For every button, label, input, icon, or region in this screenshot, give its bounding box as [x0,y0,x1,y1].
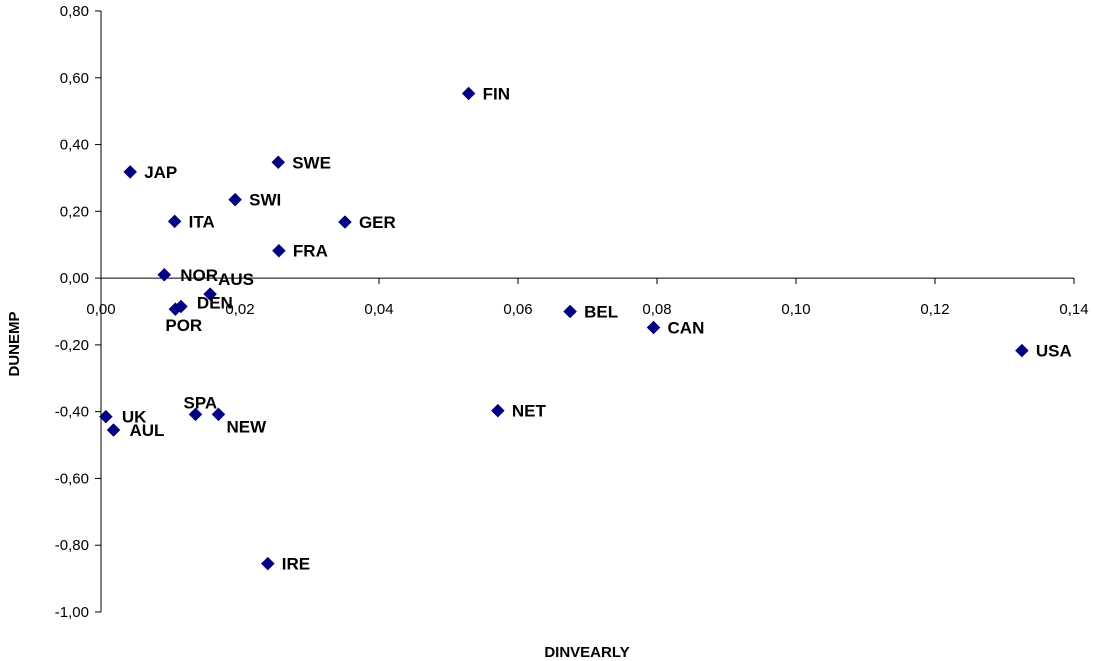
data-label: CAN [668,319,705,338]
data-label: AUS [218,270,254,289]
data-label: SPA [184,393,218,412]
data-point [167,214,182,229]
data-point [260,556,275,571]
data-point [188,407,203,422]
data-label: FRA [293,242,328,261]
x-tick-label: 0,00 [86,301,115,318]
data-label: NEW [226,417,267,436]
tick-labels: -1,00 -0,80 -0,60 -0,40 -0,20 0,00 0,20 0,40 0,6… [55,3,1089,621]
data-point [461,86,476,101]
x-tick-label: 0,06 [503,301,532,318]
data-points [99,86,1029,571]
y-tick-label: 0,60 [60,70,89,87]
y-tick-label: -0,20 [55,337,89,354]
data-label: FIN [483,84,510,103]
y-tick-label: -1,00 [55,604,89,621]
data-point [490,403,505,418]
data-label: USA [1036,342,1072,361]
data-label: ITA [189,212,215,231]
data-label: AUL [130,421,165,440]
axes [95,10,1075,613]
y-tick-label: -0,40 [55,404,89,421]
data-label: NOR [180,266,218,285]
data-label: JAP [144,163,177,182]
y-tick-label: 0,80 [60,3,89,20]
data-point [157,267,172,282]
y-axis-title: DUNEMP [6,311,23,376]
data-label: POR [165,316,202,335]
x-tick-label: 0,02 [225,301,254,318]
data-point [203,287,217,301]
data-label: SWI [249,191,281,210]
y-tick-label: -0,60 [55,470,89,487]
data-label: GER [359,213,396,232]
data-point [228,192,242,207]
data-label: BEL [584,303,618,322]
y-tick-label: 0,40 [60,137,89,154]
x-tick-label: 0,04 [364,301,393,318]
data-point [123,165,138,179]
x-tick-label: 0,12 [920,301,949,318]
data-point [271,155,286,170]
x-tick-label: 0,14 [1059,301,1088,318]
x-tick-label: 0,10 [781,301,810,318]
data-point [211,407,226,422]
x-axis-title: DINVEARLY [544,644,629,661]
data-point [563,304,577,319]
data-label: NET [512,402,547,421]
y-tick-label: 0,00 [60,270,89,287]
data-label: UK [122,408,147,427]
data-point [99,409,113,424]
data-label: IRE [282,555,310,574]
data-point [1015,343,1029,358]
data-point [106,423,121,437]
data-label: DEN [197,293,233,312]
y-tick-label: -0,80 [55,537,89,554]
data-point [272,243,286,258]
y-tick-label: 0,20 [60,203,89,220]
data-point [168,302,183,317]
data-point [338,215,352,229]
x-tick-label: 0,08 [642,301,671,318]
point-labels: FIN SWE JAP SWI ITA GER FRA NOR AUS DEN POR BEL CAN U… [122,84,1072,573]
data-label: SWE [292,153,331,172]
data-point [646,320,661,335]
